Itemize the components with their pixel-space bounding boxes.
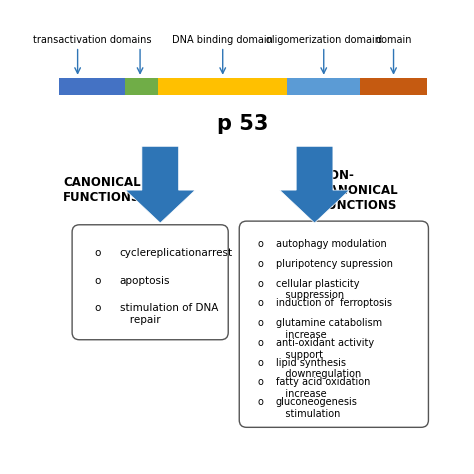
Bar (360, 78, 427, 95)
Bar (158, 78, 287, 95)
Text: cyclereplicationarrest: cyclereplicationarrest (120, 248, 233, 258)
Text: gluconeogenesis
   stimulation: gluconeogenesis stimulation (276, 397, 358, 419)
Text: domain: domain (375, 35, 412, 45)
Text: o: o (258, 299, 264, 309)
Text: o: o (258, 259, 264, 269)
Bar (287, 78, 360, 95)
Text: o: o (258, 318, 264, 328)
Bar (125, 78, 158, 95)
FancyBboxPatch shape (239, 221, 428, 428)
Text: cellular plasticity
   suppression: cellular plasticity suppression (276, 279, 359, 301)
Text: fatty acid oxidation
   increase: fatty acid oxidation increase (276, 377, 370, 399)
Polygon shape (280, 146, 349, 223)
Text: lipid synthesis
   downregulation: lipid synthesis downregulation (276, 357, 361, 379)
Text: o: o (94, 303, 100, 313)
Text: NON-
CANONICAL
FUNCTIONS: NON- CANONICAL FUNCTIONS (320, 169, 398, 211)
Text: autophagy modulation: autophagy modulation (276, 239, 387, 249)
Text: induction of  ferroptosis: induction of ferroptosis (276, 299, 392, 309)
Text: o: o (94, 248, 100, 258)
Text: oligomerization domain: oligomerization domain (266, 35, 381, 45)
Text: p 53: p 53 (217, 114, 269, 135)
Text: o: o (258, 279, 264, 289)
Text: anti-oxidant activity
   support: anti-oxidant activity support (276, 338, 374, 359)
Text: CANONICAL
FUNCTIONS: CANONICAL FUNCTIONS (63, 176, 141, 204)
Text: o: o (258, 239, 264, 249)
Text: o: o (258, 338, 264, 348)
Text: o: o (258, 357, 264, 368)
Bar (59, 78, 125, 95)
Text: glutamine catabolism
   increase: glutamine catabolism increase (276, 318, 382, 340)
Text: o: o (258, 377, 264, 387)
Text: DNA binding domain: DNA binding domain (172, 35, 273, 45)
Polygon shape (125, 146, 195, 223)
Text: o: o (94, 276, 100, 286)
Text: apoptosis: apoptosis (120, 276, 170, 286)
FancyBboxPatch shape (72, 225, 228, 340)
Text: stimulation of DNA
   repair: stimulation of DNA repair (120, 303, 218, 325)
Text: o: o (258, 397, 264, 407)
Text: transactivation domains: transactivation domains (33, 35, 152, 45)
Text: pluripotency supression: pluripotency supression (276, 259, 393, 269)
